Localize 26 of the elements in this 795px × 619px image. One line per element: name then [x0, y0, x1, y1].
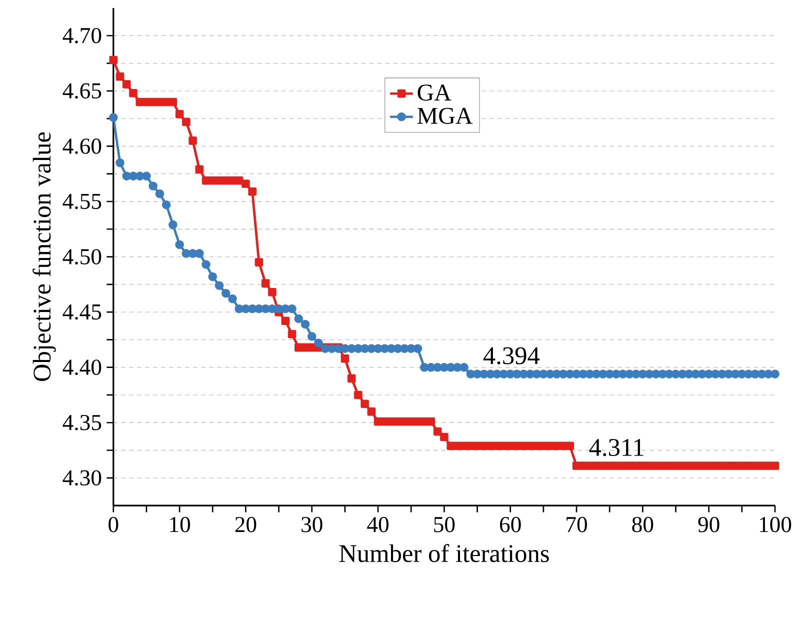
legend-label: GA	[418, 84, 452, 101]
x-tick-label: 60	[500, 516, 521, 532]
y-tick-label: 4.45	[62, 304, 102, 320]
x-tick-label: 20	[235, 516, 256, 532]
x-tick-label: 0	[108, 516, 118, 532]
x-axis-title: Number of iterations	[339, 544, 549, 562]
x-tick-label: 90	[698, 516, 720, 532]
y-tick-label: 4.40	[62, 360, 102, 376]
x-tick-label: 100	[760, 516, 792, 532]
x-tick-label: 10	[170, 516, 190, 532]
y-tick-label: 4.65	[62, 83, 102, 99]
x-tick-label: 50	[434, 516, 455, 532]
y-tick-label: 4.60	[62, 138, 102, 154]
y-tick-label: 4.70	[62, 28, 102, 44]
annotation: 4.394	[483, 347, 540, 364]
y-tick-label: 4.55	[62, 194, 102, 210]
y-tick-label: 4.50	[62, 249, 102, 264]
y-axis-title: Objective function value	[32, 132, 56, 382]
x-tick-label: 70	[566, 516, 587, 532]
legend-label: MGA	[417, 108, 473, 124]
x-tick-label: 40	[367, 516, 389, 532]
x-tick-label: 80	[632, 516, 654, 532]
x-tick-label: 30	[302, 516, 322, 532]
annotation: 4.311	[589, 439, 644, 456]
y-tick-label: 4.35	[62, 414, 102, 430]
y-tick-label: 4.30	[62, 470, 102, 486]
